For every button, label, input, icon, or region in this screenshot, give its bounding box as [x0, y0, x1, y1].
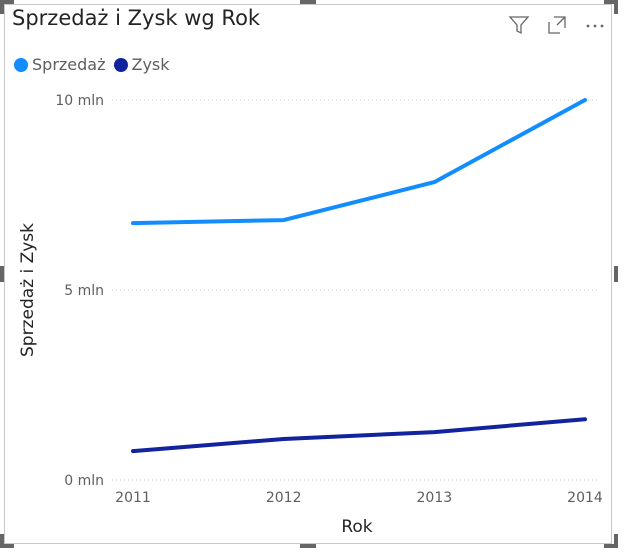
resize-handle[interactable]	[614, 266, 618, 282]
series-line-sprzedaż	[131, 98, 587, 226]
legend-marker-sprzedaz	[14, 57, 28, 72]
x-tick-label: 2013	[417, 490, 453, 506]
x-tick-label: 2012	[266, 490, 302, 506]
x-tick-label: 2014	[567, 490, 603, 506]
resize-handle[interactable]	[0, 0, 14, 4]
resize-handle[interactable]	[0, 0, 4, 14]
resize-handle[interactable]	[604, 544, 618, 548]
filter-icon[interactable]	[508, 14, 530, 36]
legend-label-zysk[interactable]: Zysk	[131, 55, 170, 74]
chart-title: Sprzedaż i Zysk wg Rok	[12, 6, 261, 30]
resize-handle[interactable]	[0, 544, 14, 548]
resize-handle[interactable]	[0, 534, 4, 548]
y-axis-title: Sprzedaż i Zysk	[18, 223, 38, 357]
resize-handle[interactable]	[0, 266, 4, 282]
x-axis-title: Rok	[341, 517, 372, 537]
resize-handle[interactable]	[300, 544, 316, 548]
y-tick-label: 0 mln	[64, 473, 104, 489]
legend-marker-zysk	[113, 57, 128, 72]
series-line-zysk	[131, 417, 587, 454]
resize-handle[interactable]	[604, 0, 618, 4]
y-tick-label: 10 mln	[55, 93, 104, 109]
y-tick-label: 5 mln	[64, 283, 104, 299]
legend: Sprzedaż Zysk	[14, 55, 170, 74]
resize-handle[interactable]	[614, 0, 618, 14]
resize-handle[interactable]	[614, 534, 618, 548]
resize-handle[interactable]	[300, 0, 316, 4]
focus-mode-icon[interactable]	[546, 14, 568, 36]
legend-label-sprzedaz[interactable]: Sprzedaż	[32, 55, 106, 74]
more-options-icon[interactable]	[584, 14, 606, 36]
x-tick-label: 2011	[115, 490, 151, 506]
visual-border	[4, 4, 612, 544]
